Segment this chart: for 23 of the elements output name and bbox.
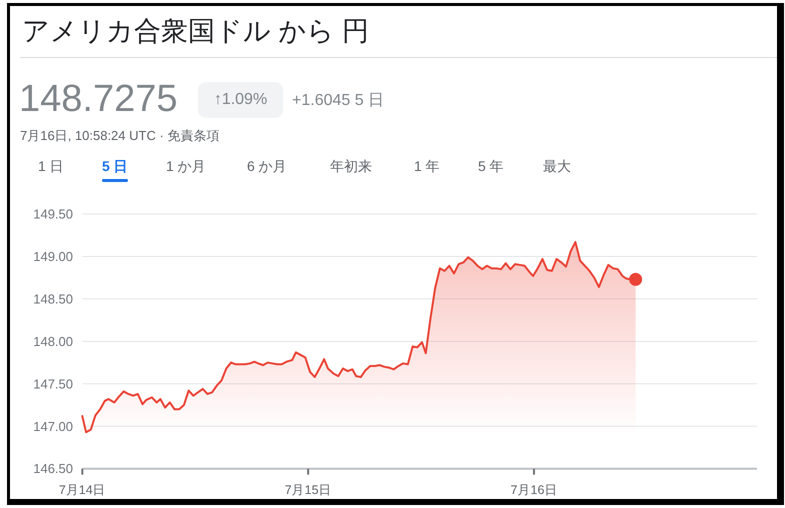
x-tick-label: 7月14日 [58,483,106,497]
y-tick-label: 148.50 [33,291,73,306]
y-tick-label: 147.50 [33,376,73,392]
y-tick-label: 149.00 [33,248,73,264]
chart-title: アメリカ合衆国ドル から 円 [22,15,370,48]
text: 5 年 [478,158,504,176]
text: 1 年 [414,158,440,176]
y-tick-label: 148.00 [33,334,73,349]
y-tick-label: 147.00 [33,418,73,434]
text: ↑1.09% [198,82,283,118]
text: +1.6045 5 日 [292,91,384,111]
text: 7月16日, 10:58:24 UTC · 免責条項 [20,127,220,145]
x-tick-label: 7月16日 [510,483,558,497]
text: 5 日 [102,158,128,176]
text: 1 日 [38,158,64,176]
chart-subtitle: 148.7275 [19,78,178,121]
y-tick-label: 149.50 [33,206,73,222]
x-tick-label: 7月15日 [284,483,332,497]
y-tick-label: 146.50 [33,461,73,476]
text: 1 か月 [166,158,206,176]
text: 年初来 [330,158,372,176]
text: 最大 [543,158,571,176]
text: 6 か月 [247,158,287,176]
